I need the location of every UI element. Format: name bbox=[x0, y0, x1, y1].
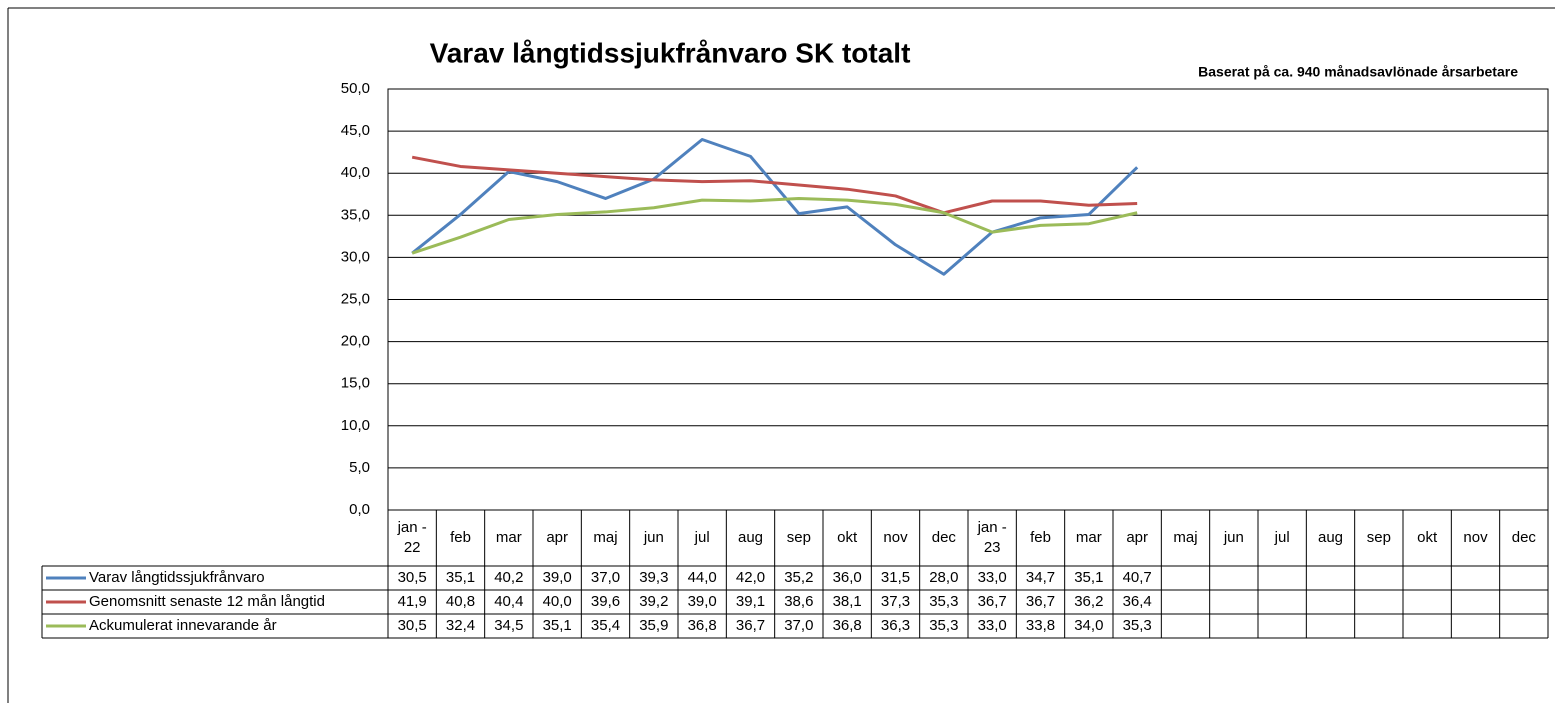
x-tick-label: apr bbox=[1126, 529, 1148, 546]
table-value: 35,2 bbox=[784, 569, 813, 586]
x-tick-label: dec bbox=[932, 529, 957, 546]
table-value: 40,0 bbox=[543, 593, 572, 610]
table-value: 39,3 bbox=[639, 569, 668, 586]
legend-label: Genomsnitt senaste 12 mån långtid bbox=[89, 593, 325, 610]
x-tick-label: jul bbox=[1274, 529, 1290, 546]
table-value: 37,3 bbox=[881, 593, 910, 610]
table-value: 31,5 bbox=[881, 569, 910, 586]
series-line bbox=[411, 155, 1138, 215]
table-value: 39,2 bbox=[639, 593, 668, 610]
y-tick-label: 35,0 bbox=[341, 206, 370, 223]
x-tick-label: dec bbox=[1512, 529, 1537, 546]
table-value: 35,1 bbox=[446, 569, 475, 586]
y-tick-label: 40,0 bbox=[341, 164, 370, 181]
y-tick-label: 25,0 bbox=[341, 290, 370, 307]
y-tick-label: 0,0 bbox=[349, 501, 370, 518]
x-tick-label: maj bbox=[593, 529, 617, 546]
y-tick-label: 5,0 bbox=[349, 459, 370, 476]
x-tick-label: apr bbox=[546, 529, 568, 546]
table-value: 30,5 bbox=[398, 569, 427, 586]
table-value: 36,7 bbox=[736, 617, 765, 634]
table-value: 44,0 bbox=[688, 569, 717, 586]
table-value: 30,5 bbox=[398, 617, 427, 634]
table-value: 28,0 bbox=[929, 569, 958, 586]
chart-subtitle: Baserat på ca. 940 månadsavlönade årsarb… bbox=[1198, 64, 1518, 80]
table-value: 35,9 bbox=[639, 617, 668, 634]
y-tick-label: 15,0 bbox=[341, 375, 370, 392]
x-tick-label: jun bbox=[643, 529, 664, 546]
table-value: 40,4 bbox=[494, 593, 523, 610]
x-tick-label: aug bbox=[1318, 529, 1343, 546]
table-value: 36,2 bbox=[1074, 593, 1103, 610]
table-value: 39,1 bbox=[736, 593, 765, 610]
table-value: 35,3 bbox=[1123, 617, 1152, 634]
x-tick-label: feb bbox=[450, 529, 471, 546]
y-tick-label: 20,0 bbox=[341, 333, 370, 350]
x-tick-label: nov bbox=[1463, 529, 1488, 546]
series-line bbox=[411, 138, 1139, 276]
table-value: 39,6 bbox=[591, 593, 620, 610]
table-value: 39,0 bbox=[688, 593, 717, 610]
x-tick-label: aug bbox=[738, 529, 763, 546]
legend-label: Varav långtidssjukfrånvaro bbox=[89, 569, 265, 586]
table-value: 36,4 bbox=[1123, 593, 1152, 610]
table-value: 42,0 bbox=[736, 569, 765, 586]
table-value: 33,0 bbox=[978, 569, 1007, 586]
table-value: 35,1 bbox=[543, 617, 572, 634]
legend-label: Ackumulerat innevarande år bbox=[89, 617, 277, 634]
table-value: 34,5 bbox=[494, 617, 523, 634]
table-value: 35,3 bbox=[929, 593, 958, 610]
table-value: 36,7 bbox=[1026, 593, 1055, 610]
table-value: 37,0 bbox=[784, 617, 813, 634]
y-tick-label: 50,0 bbox=[341, 80, 370, 97]
x-tick-label: sep bbox=[787, 529, 811, 546]
x-tick-label: okt bbox=[1417, 529, 1438, 546]
x-tick-label: okt bbox=[837, 529, 858, 546]
table-value: 36,8 bbox=[688, 617, 717, 634]
y-tick-label: 10,0 bbox=[341, 417, 370, 434]
x-tick-label: maj bbox=[1173, 529, 1197, 546]
table-value: 34,7 bbox=[1026, 569, 1055, 586]
x-tick-label: mar bbox=[496, 529, 522, 546]
y-tick-label: 30,0 bbox=[341, 248, 370, 265]
table-value: 36,0 bbox=[833, 569, 862, 586]
table-value: 38,1 bbox=[833, 593, 862, 610]
table-value: 34,0 bbox=[1074, 617, 1103, 634]
table-value: 35,1 bbox=[1074, 569, 1103, 586]
x-tick-label: mar bbox=[1076, 529, 1102, 546]
table-value: 40,8 bbox=[446, 593, 475, 610]
table-value: 32,4 bbox=[446, 617, 475, 634]
x-tick-label: sep bbox=[1367, 529, 1391, 546]
table-value: 41,9 bbox=[398, 593, 427, 610]
series-line bbox=[411, 196, 1138, 255]
x-tick-label: nov bbox=[883, 529, 908, 546]
x-tick-label: jul bbox=[694, 529, 710, 546]
table-value: 38,6 bbox=[784, 593, 813, 610]
table-value: 36,3 bbox=[881, 617, 910, 634]
table-value: 33,8 bbox=[1026, 617, 1055, 634]
table-value: 40,7 bbox=[1123, 569, 1152, 586]
table-value: 40,2 bbox=[494, 569, 523, 586]
x-tick-label: jan -22 bbox=[397, 519, 427, 556]
x-tick-label: jun bbox=[1223, 529, 1244, 546]
table-value: 36,8 bbox=[833, 617, 862, 634]
table-value: 33,0 bbox=[978, 617, 1007, 634]
table-value: 39,0 bbox=[543, 569, 572, 586]
chart-title: Varav långtidssjukfrånvaro SK totalt bbox=[430, 37, 911, 68]
x-tick-label: feb bbox=[1030, 529, 1051, 546]
y-tick-label: 45,0 bbox=[341, 122, 370, 139]
table-value: 35,4 bbox=[591, 617, 620, 634]
x-tick-label: jan -23 bbox=[977, 519, 1007, 556]
table-value: 36,7 bbox=[978, 593, 1007, 610]
table-value: 37,0 bbox=[591, 569, 620, 586]
table-value: 35,3 bbox=[929, 617, 958, 634]
